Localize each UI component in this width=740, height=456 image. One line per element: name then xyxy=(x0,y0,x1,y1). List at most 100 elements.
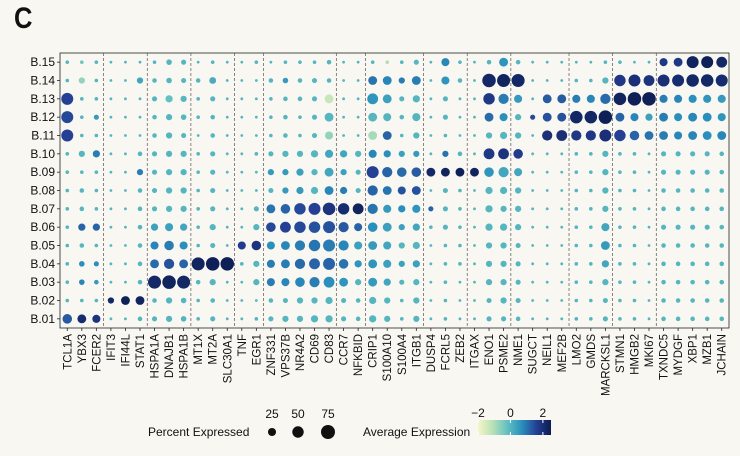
dot xyxy=(643,75,655,86)
dot xyxy=(180,205,187,212)
x-tick-label: S100A10 xyxy=(382,334,394,381)
dot xyxy=(94,60,99,64)
dot xyxy=(690,316,695,322)
dot xyxy=(254,134,258,137)
dot xyxy=(308,221,321,233)
dot xyxy=(383,259,392,268)
dot xyxy=(355,298,361,303)
dot xyxy=(210,96,216,102)
dot xyxy=(429,115,433,119)
dot xyxy=(515,316,521,322)
dot xyxy=(368,241,378,250)
dot xyxy=(485,223,493,231)
dot xyxy=(704,224,710,230)
y-tick-label: B.08 xyxy=(30,184,55,198)
dot xyxy=(268,187,274,194)
dot xyxy=(574,188,579,193)
dot xyxy=(473,60,476,64)
dot xyxy=(399,114,405,120)
dot xyxy=(296,168,304,176)
dot xyxy=(152,114,157,120)
x-tick-label: MYDGF xyxy=(673,334,685,376)
dot xyxy=(312,60,317,64)
dot xyxy=(675,151,681,157)
dot xyxy=(209,77,217,84)
dot xyxy=(107,297,115,304)
dot xyxy=(531,225,535,229)
dot xyxy=(180,297,187,304)
dot xyxy=(599,129,612,142)
dot xyxy=(429,97,433,101)
dot xyxy=(614,129,626,142)
dot xyxy=(458,243,462,248)
dot xyxy=(310,150,319,158)
dot xyxy=(398,242,405,249)
dot xyxy=(225,207,229,211)
dot xyxy=(309,277,320,288)
dot xyxy=(225,115,229,119)
dot xyxy=(356,79,360,82)
dot xyxy=(455,167,465,177)
dot xyxy=(137,206,143,212)
dot xyxy=(704,298,710,303)
dot xyxy=(109,244,113,247)
dot xyxy=(80,133,84,138)
dot xyxy=(240,134,244,137)
dot xyxy=(165,223,174,232)
dot xyxy=(383,150,391,158)
dot xyxy=(109,79,113,82)
dot xyxy=(181,132,187,139)
dot xyxy=(702,131,712,140)
dot xyxy=(719,298,725,303)
dot xyxy=(602,187,609,194)
dot xyxy=(661,243,666,248)
dot xyxy=(545,299,549,302)
y-tick-label: B.10 xyxy=(30,147,55,161)
x-tick-label: XBP1 xyxy=(688,334,700,363)
dot xyxy=(560,244,564,247)
x-tick-label: TXNDC5 xyxy=(659,334,671,380)
dot xyxy=(80,170,84,174)
dot xyxy=(429,152,433,156)
dot xyxy=(136,77,144,84)
dot xyxy=(574,262,579,266)
dot xyxy=(500,297,507,304)
dot xyxy=(65,207,70,211)
dot xyxy=(322,202,336,216)
dot xyxy=(442,224,448,230)
dot xyxy=(269,97,273,101)
dot xyxy=(180,150,187,157)
dot xyxy=(124,207,127,211)
dot xyxy=(632,317,637,321)
dot xyxy=(325,149,334,158)
x-tick-label: IFIT3 xyxy=(106,334,118,361)
dot xyxy=(138,134,142,137)
dot xyxy=(369,315,377,323)
dot xyxy=(613,92,627,106)
dot xyxy=(674,94,683,103)
dot xyxy=(574,60,578,64)
dot xyxy=(545,317,549,321)
dot xyxy=(296,297,304,304)
dot xyxy=(601,260,609,268)
size-legend-title: Percent Expressed xyxy=(148,425,249,439)
color-legend-label: −2 xyxy=(471,406,485,420)
dot xyxy=(719,169,725,175)
dot xyxy=(429,189,433,192)
dot xyxy=(151,96,158,102)
dot xyxy=(500,242,507,249)
dot xyxy=(598,110,613,124)
dot xyxy=(440,167,450,177)
dot xyxy=(180,114,187,120)
dot xyxy=(282,77,289,84)
dot xyxy=(196,152,200,156)
dot xyxy=(482,73,496,88)
x-tick-label: ZNF331 xyxy=(266,334,278,376)
dot xyxy=(225,60,229,64)
dot xyxy=(163,258,175,269)
dot xyxy=(484,167,494,177)
dot xyxy=(165,187,173,194)
dot xyxy=(545,280,549,284)
dot xyxy=(719,188,725,193)
dot xyxy=(589,60,593,64)
